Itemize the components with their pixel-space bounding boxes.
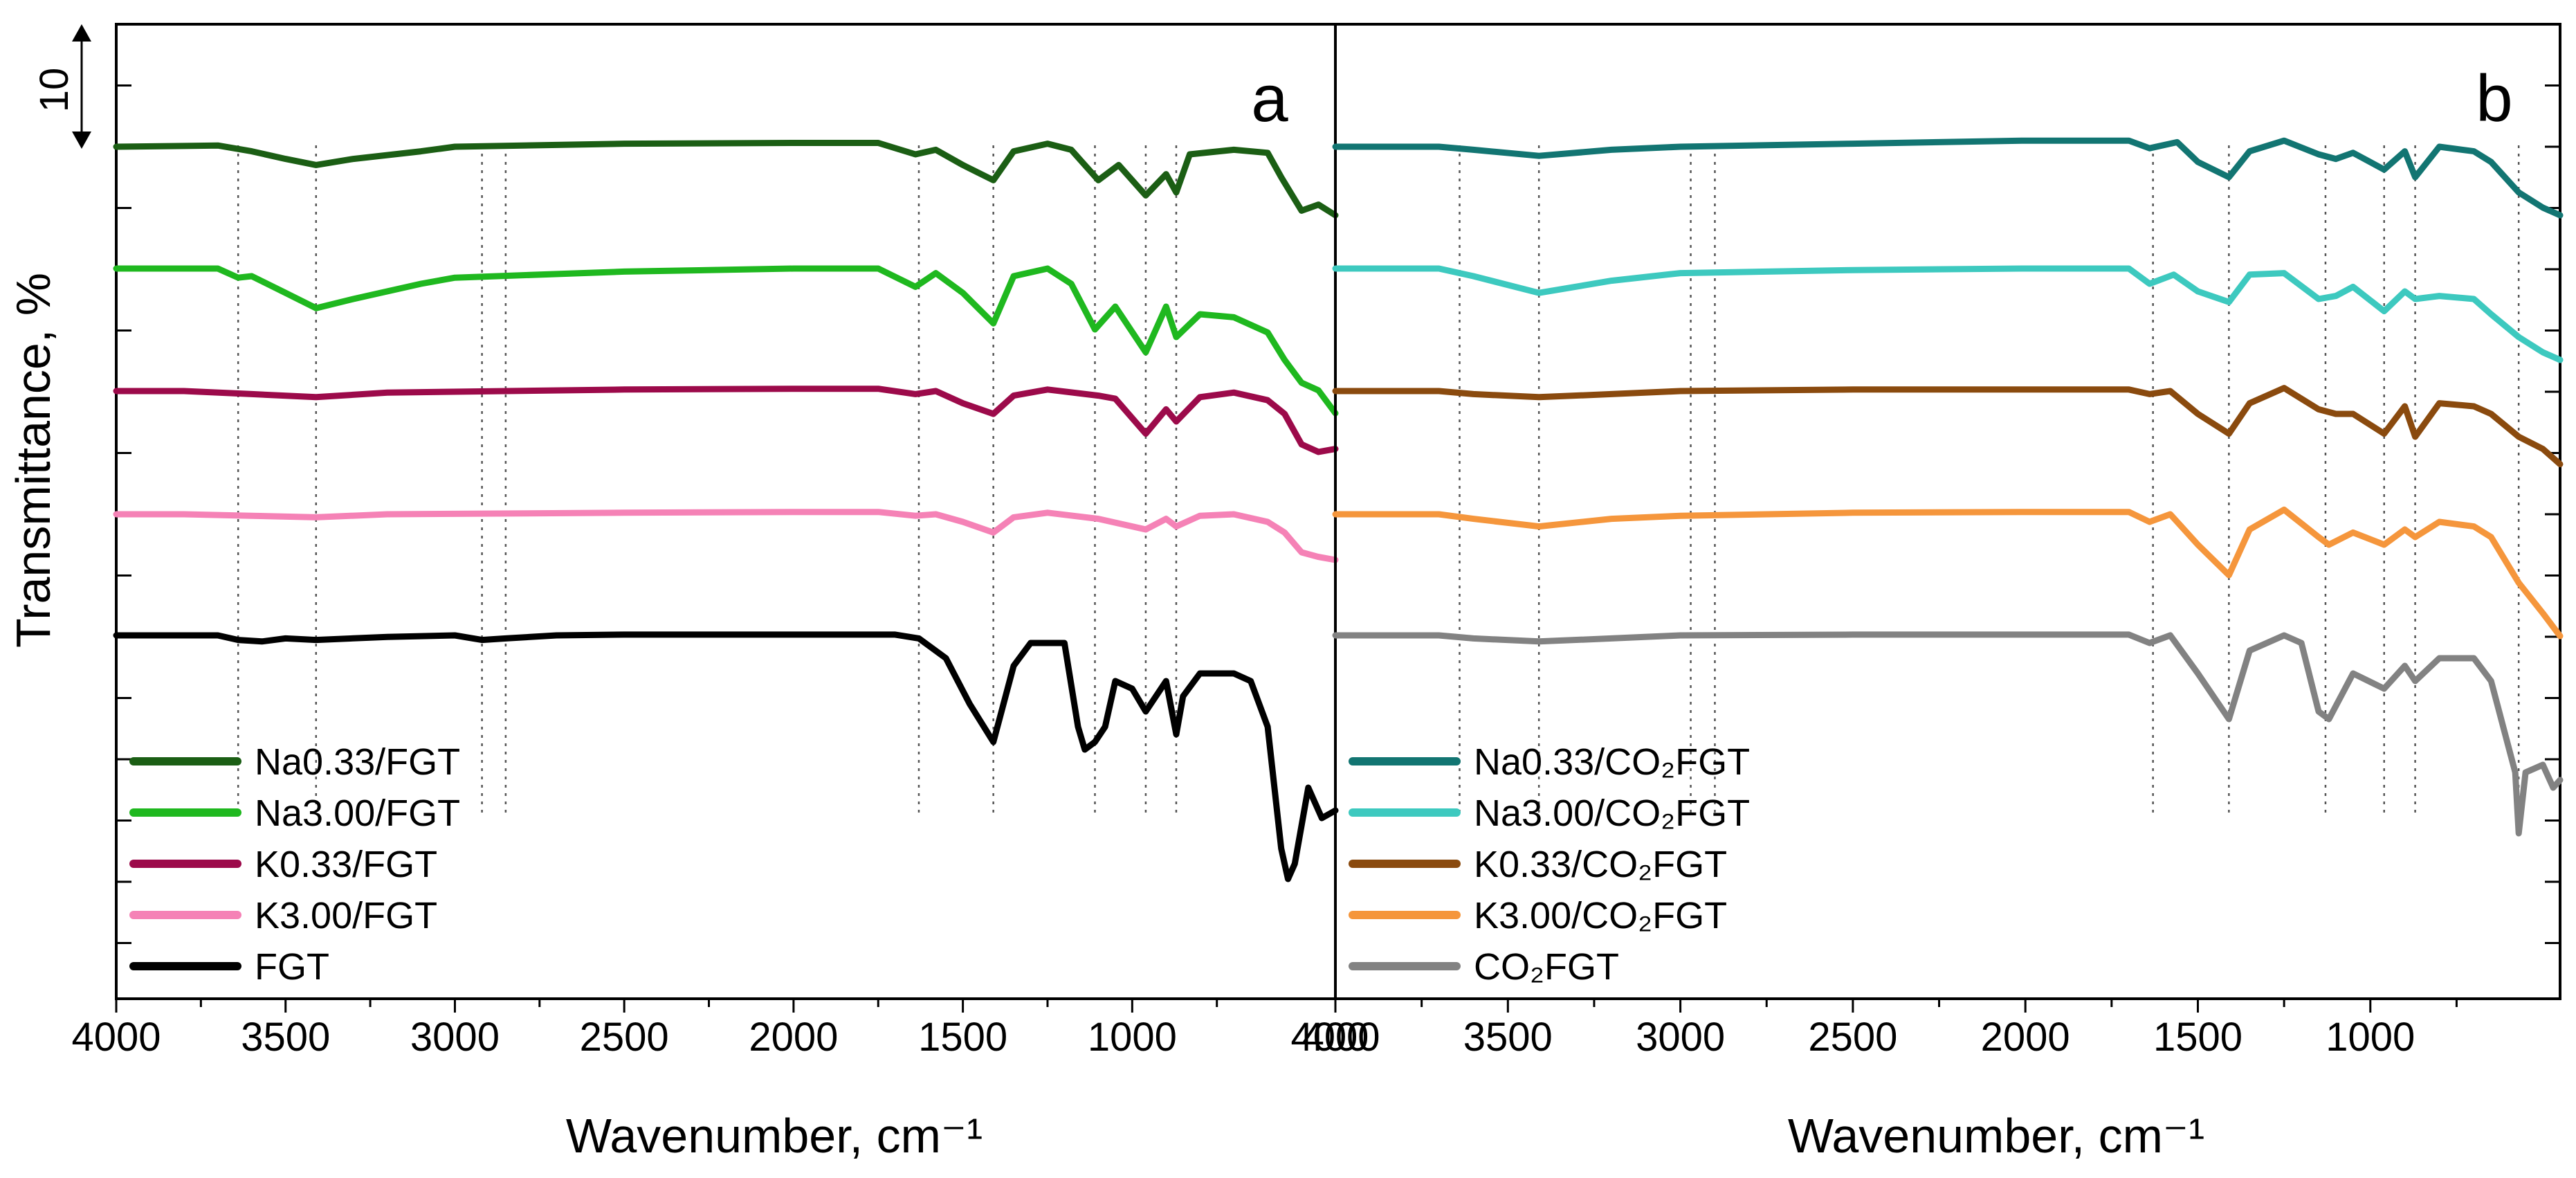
legend-label: K3.00/CO₂FGT [1474,895,1727,936]
legend-label: K3.00/FGT [255,895,437,936]
scale-bar-arrow-up [72,24,91,42]
panel-b: 4000 3500 3000 2500 2000 1500 1000 Wavenumber, … [1290,23,2564,1163]
legend-label: CO₂FGT [1474,946,1619,988]
x-tick-label: 3000 [410,1015,500,1060]
x-tick-label: 2500 [1808,1015,1897,1060]
panel-letter: b [2476,62,2512,136]
panel-letter: a [1251,62,1288,136]
x-tick-label: 3500 [1463,1015,1553,1060]
x-tick-label: 1000 [1088,1015,1177,1060]
series-line [113,631,1339,882]
x-tick-label: 2000 [1981,1015,2070,1060]
x-tick-label: 400 [1302,1015,1369,1060]
x-tick-label: 3000 [1636,1015,1725,1060]
series-line [1332,137,2564,219]
x-tick-label: 1000 [2326,1015,2415,1060]
series-line [1332,265,2564,363]
series-line [1332,631,2564,837]
scale-bar-label: 10 [32,68,77,113]
scale-bar-arrow-down [72,132,91,149]
legend-label: K0.33/FGT [255,844,437,885]
x-tick-label: 2500 [580,1015,669,1060]
legend-label: Na3.00/CO₂FGT [1474,792,1750,834]
x-tick-label: 4000 [71,1015,161,1060]
x-tick-label: 4000 [1290,1015,1380,1060]
legend-label: Na0.33/CO₂FGT [1474,741,1750,783]
series-line [113,140,1339,219]
y-axis-title: Transmittance, % [6,273,60,648]
series-line [1332,506,2564,640]
scale-bar: 10 [32,24,91,149]
x-tick-label: 2000 [749,1015,838,1060]
x-axis-title: Wavenumber, cm⁻¹ [1788,1109,2204,1163]
series-line [113,265,1339,417]
x-tick-label: 1500 [2153,1015,2242,1060]
legend-label: K0.33/CO₂FGT [1474,844,1727,885]
panels: 4000 3500 3000 2500 2000 1500 1000 400 Wavenumbe… [71,23,2564,1163]
legend-label: Na3.00/FGT [255,792,460,834]
x-axis-title: Wavenumber, cm⁻¹ [566,1109,983,1163]
series-line [1332,385,2564,468]
x-tick-label: 3500 [241,1015,330,1060]
legend-label: Na0.33/FGT [255,741,460,783]
panel-a: 4000 3500 3000 2500 2000 1500 1000 400 Wavenumbe… [71,23,1369,1163]
x-tick-label: 1500 [918,1015,1007,1060]
series-line [113,386,1339,455]
y-axis-title-group: Transmittance, % [6,273,60,648]
legend-label: FGT [255,946,329,988]
series-line [113,509,1339,563]
